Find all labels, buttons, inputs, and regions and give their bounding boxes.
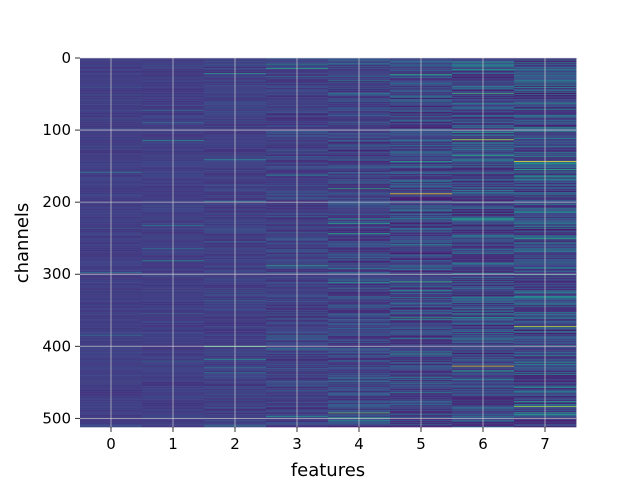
x-axis-ticks: 0 1 2 3 4 5 6 7 [106,427,550,453]
x-tick-label: 6 [478,435,488,453]
x-tick-label: 7 [540,435,550,453]
y-tick-label: 400 [42,337,71,355]
heatmap-cells [80,58,577,428]
y-tick-label: 0 [61,49,71,67]
y-axis-ticks: 0 100 200 300 400 500 [42,49,80,427]
x-axis-label: features [291,460,365,480]
x-tick-label: 3 [292,435,302,453]
grid-lines [80,57,576,427]
x-tick-label: 1 [168,435,178,453]
x-tick-label: 0 [106,435,116,453]
y-tick-label: 300 [42,265,71,283]
y-axis-label: channels [12,203,33,284]
x-tick-label: 4 [354,435,364,453]
y-tick-label: 200 [42,193,71,211]
x-tick-label: 2 [230,435,240,453]
y-tick-label: 100 [42,121,71,139]
x-tick-label: 5 [416,435,426,453]
y-tick-label: 500 [42,409,71,427]
